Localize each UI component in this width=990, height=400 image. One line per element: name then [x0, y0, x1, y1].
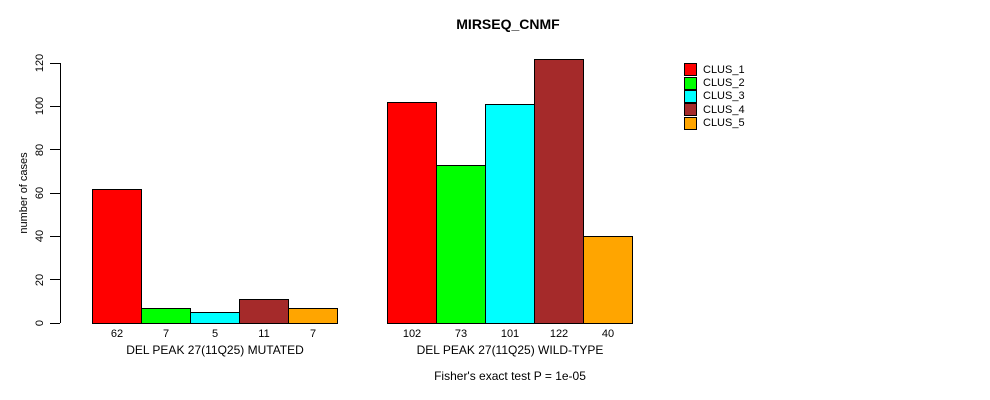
legend-entry-clus_1: CLUS_1	[684, 63, 745, 77]
bar-value-label: 7	[162, 328, 170, 340]
bar-clus_5-wild-type	[583, 236, 633, 324]
bar-clus_5-mutated	[288, 307, 338, 324]
y-axis-line	[60, 63, 61, 323]
group-label: DEL PEAK 27(11Q25) WILD-TYPE	[416, 343, 604, 357]
legend-swatch-clus_4	[684, 103, 697, 117]
bar-clus_3-wild-type	[485, 104, 535, 324]
legend-entry-clus_5: CLUS_5	[684, 116, 745, 130]
legend-entry-clus_4: CLUS_4	[684, 103, 745, 117]
legend: CLUS_1 CLUS_2 CLUS_3 CLUS_4 CLUS_5	[684, 63, 745, 130]
bar-value-label: 11	[258, 328, 270, 340]
legend-swatch-clus_1	[684, 63, 697, 77]
y-tick-mark	[50, 322, 60, 324]
legend-swatch-clus_5	[684, 116, 697, 130]
y-tick-label: 0	[34, 319, 46, 327]
fisher-test-annotation: Fisher's exact test P = 1e-05	[434, 369, 586, 383]
bar-value-label: 62	[110, 328, 124, 340]
legend-label: CLUS_2	[703, 77, 745, 90]
bar-clus_2-mutated	[141, 307, 191, 324]
bar-value-label: 7	[309, 328, 317, 340]
y-tick-label: 40	[34, 230, 46, 243]
legend-label: CLUS_5	[703, 117, 745, 130]
y-tick-mark	[50, 235, 60, 237]
legend-swatch-clus_3	[684, 89, 697, 103]
bar-clus_4-mutated	[239, 299, 289, 324]
group-label: DEL PEAK 27(11Q25) MUTATED	[126, 343, 304, 357]
bar-clus_3-mutated	[190, 312, 240, 324]
y-tick-label: 60	[34, 186, 46, 200]
y-tick-mark	[50, 62, 60, 64]
y-tick-mark	[50, 149, 60, 151]
legend-swatch-clus_2	[684, 76, 697, 90]
bar-value-label: 5	[211, 328, 219, 340]
y-tick-label: 120	[34, 53, 46, 73]
y-tick-label: 80	[34, 143, 46, 156]
bar-value-label: 101	[500, 328, 520, 340]
legend-entry-clus_3: CLUS_3	[684, 89, 745, 103]
bar-value-label: 73	[454, 328, 468, 340]
legend-label: CLUS_3	[703, 90, 745, 103]
bar-value-label: 122	[549, 328, 569, 340]
bar-clus_1-mutated	[92, 188, 142, 324]
y-tick-label: 100	[34, 97, 46, 116]
y-tick-mark	[50, 279, 60, 281]
bar-value-label: 40	[601, 328, 615, 340]
bar-clus_4-wild-type	[534, 58, 584, 324]
y-tick-mark	[50, 105, 60, 107]
bar-clus_1-wild-type	[387, 102, 437, 324]
chart-title: MIRSEQ_CNMF	[456, 16, 560, 32]
y-tick-label: 20	[34, 273, 46, 286]
y-tick-mark	[50, 192, 60, 194]
bar-clus_2-wild-type	[436, 164, 486, 324]
legend-entry-clus_2: CLUS_2	[684, 76, 745, 90]
legend-label: CLUS_1	[703, 63, 745, 76]
bar-value-label: 102	[402, 328, 422, 340]
legend-label: CLUS_4	[703, 103, 745, 116]
y-axis-label: number of cases	[18, 152, 30, 234]
